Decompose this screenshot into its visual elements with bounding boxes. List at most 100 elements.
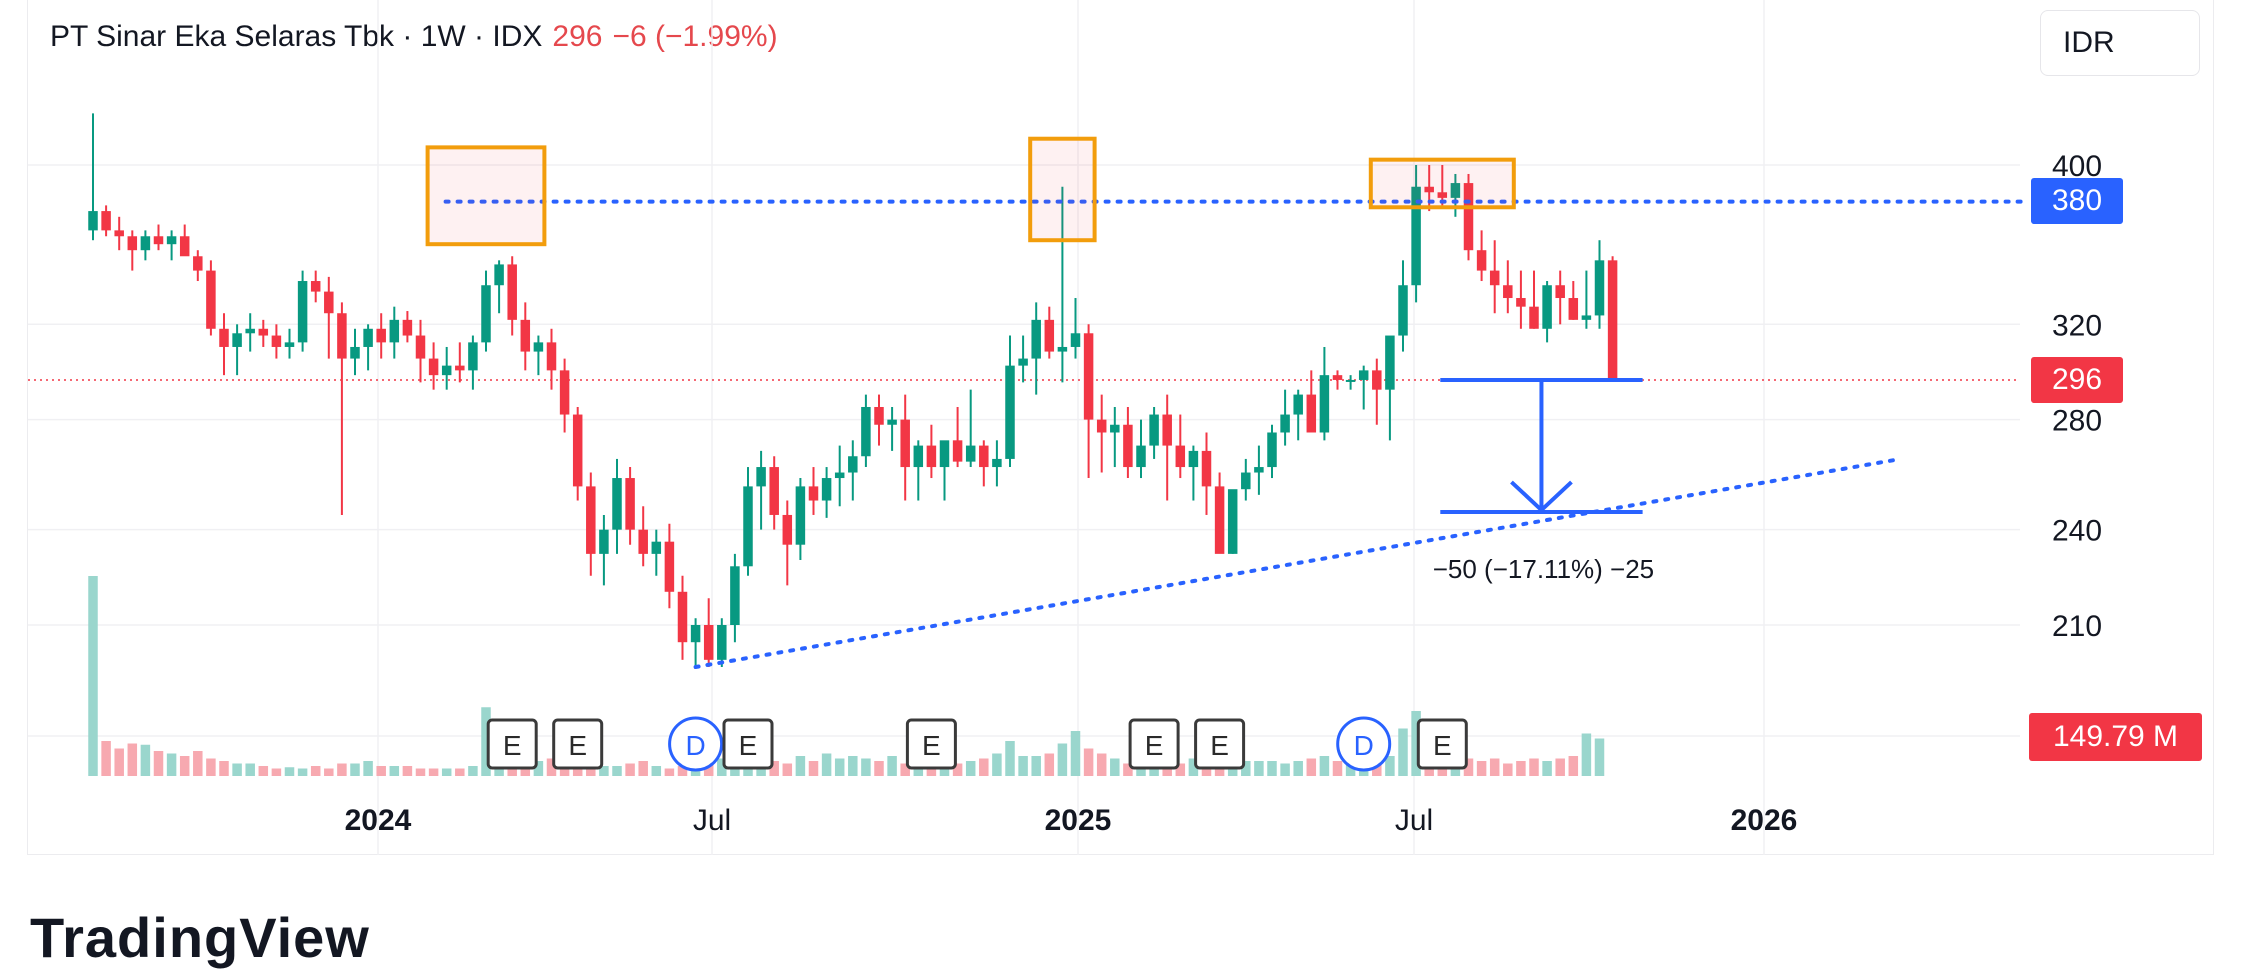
- volume-bar: [1110, 758, 1120, 776]
- candle-body: [310, 281, 321, 292]
- volume-bar: [848, 756, 858, 776]
- candle-body: [481, 285, 491, 343]
- volume-bar: [1123, 763, 1133, 776]
- volume-bar: [376, 766, 386, 776]
- candle-body: [468, 342, 478, 371]
- volume-bar: [821, 753, 832, 776]
- candle-body: [1005, 365, 1015, 459]
- candle-body: [1450, 183, 1461, 198]
- candle-body: [1516, 298, 1526, 307]
- candle-body: [743, 486, 753, 567]
- x-tick-label: 2026: [1731, 804, 1798, 837]
- candle-body: [586, 486, 596, 554]
- dividend-marker-label: D: [685, 730, 705, 761]
- volume-bar: [599, 766, 609, 776]
- candle-body: [297, 281, 308, 343]
- volume-bar: [546, 758, 557, 776]
- volume-bar: [1306, 758, 1317, 776]
- candle-body: [441, 365, 452, 376]
- volume-bar: [1516, 761, 1526, 776]
- candle-body: [651, 541, 662, 554]
- candle-body: [1489, 270, 1500, 286]
- volume-bar: [1568, 756, 1579, 776]
- volume-bar: [193, 751, 203, 776]
- volume-bar: [992, 753, 1002, 776]
- volume-bar: [677, 766, 688, 776]
- volume-bar: [717, 758, 727, 776]
- highlight-box: [1368, 157, 1516, 210]
- volume-bar: [1476, 761, 1487, 776]
- support-trendline: [693, 456, 1903, 670]
- earnings-marker: [1128, 718, 1180, 770]
- candle-body: [1123, 424, 1133, 468]
- volume-bar: [1529, 758, 1539, 776]
- volume-bar: [127, 743, 138, 776]
- volume-bar: [1398, 728, 1408, 776]
- volume-bar: [1031, 756, 1041, 776]
- volume-bar: [1162, 766, 1172, 776]
- candle-body: [140, 236, 151, 251]
- volume-bar: [1385, 756, 1395, 776]
- candle-body: [1529, 306, 1539, 329]
- candle-body: [1201, 450, 1212, 487]
- dividend-marker: [1336, 716, 1392, 772]
- volume-bar: [638, 761, 648, 776]
- volume-bar: [88, 576, 98, 776]
- volume-bar: [153, 751, 164, 776]
- candle-body: [206, 270, 216, 329]
- volume-bar: [455, 768, 465, 776]
- volume-bar: [1280, 763, 1290, 776]
- volume-bar: [743, 766, 753, 776]
- volume-bar: [887, 756, 897, 776]
- candle-body: [428, 358, 439, 376]
- currency-label[interactable]: IDR: [2040, 10, 2200, 76]
- candle-body: [1437, 192, 1448, 198]
- volume-bar: [651, 766, 662, 776]
- candle-body: [179, 236, 190, 257]
- x-tick-label: Jul: [693, 804, 731, 837]
- candle-body: [1555, 285, 1565, 299]
- candle-body: [88, 211, 98, 231]
- volume-bar: [350, 763, 360, 776]
- candle-body: [232, 333, 242, 347]
- candle-body: [965, 445, 976, 462]
- candle-body: [1018, 358, 1028, 366]
- price-chart[interactable]: 400 320 280 240 210 2024 Jul 2025 Jul 2026 −50 (−1…: [0, 0, 2242, 880]
- volume-bar: [415, 768, 426, 776]
- volume-bar: [441, 768, 452, 776]
- candle-body: [127, 236, 138, 251]
- volume-bar: [179, 756, 190, 776]
- earnings-marker: [905, 718, 957, 770]
- candle-body: [1136, 445, 1146, 468]
- candle-body: [1083, 333, 1094, 420]
- volume-bar: [271, 768, 282, 776]
- volume-bar: [363, 761, 373, 776]
- candle-body: [664, 541, 675, 592]
- candle-body: [1214, 486, 1225, 554]
- volume-bar: [402, 766, 413, 776]
- volume-bar: [979, 758, 989, 776]
- candle-body: [992, 458, 1002, 468]
- earnings-marker: [1416, 718, 1468, 770]
- candle-body: [1280, 414, 1290, 433]
- volume-bar: [1411, 711, 1421, 776]
- volume-bar: [625, 763, 635, 776]
- candle-body: [1254, 467, 1264, 473]
- measure-arrow-head: [1510, 480, 1573, 513]
- volume-bar: [1057, 743, 1068, 776]
- candle-body: [114, 230, 124, 237]
- y-tick-label: 210: [2052, 610, 2102, 643]
- volume-bar: [389, 766, 400, 776]
- candle-body: [703, 625, 714, 660]
- volume-bar: [1241, 761, 1251, 776]
- candle-body: [769, 467, 779, 515]
- earnings-marker-label: E: [503, 730, 522, 761]
- candle-body: [271, 335, 282, 347]
- volume-bar: [664, 768, 675, 776]
- candle-body: [1175, 445, 1186, 468]
- candle-body: [1110, 424, 1120, 433]
- candle-body: [756, 467, 766, 487]
- x-tick-label: 2025: [1045, 804, 1112, 837]
- volume-bar: [114, 748, 124, 776]
- symbol-title[interactable]: PT Sinar Eka Selaras Tbk · 1W · IDX: [50, 20, 543, 53]
